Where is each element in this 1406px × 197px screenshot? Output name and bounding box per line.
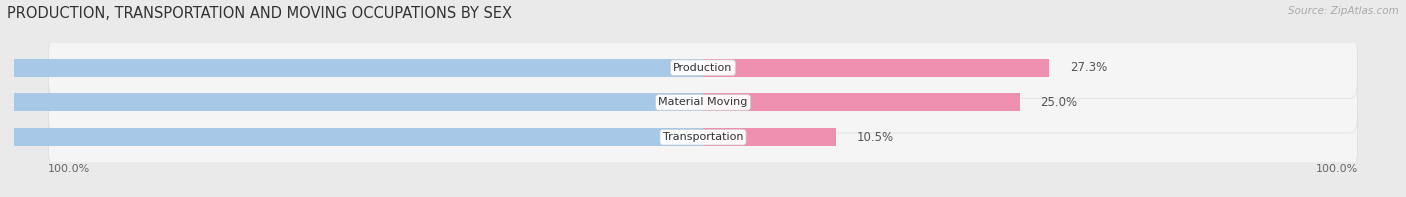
Text: PRODUCTION, TRANSPORTATION AND MOVING OCCUPATIONS BY SEX: PRODUCTION, TRANSPORTATION AND MOVING OC…	[7, 6, 512, 21]
Text: 10.5%: 10.5%	[856, 131, 894, 144]
Bar	[0, 128, 703, 146]
Bar	[0, 93, 703, 112]
Bar	[703, 128, 837, 146]
Text: 27.3%: 27.3%	[1070, 61, 1107, 74]
Text: Production: Production	[673, 63, 733, 73]
Text: 25.0%: 25.0%	[1040, 96, 1078, 109]
FancyBboxPatch shape	[48, 72, 1358, 133]
Bar	[703, 93, 1019, 112]
Text: Material Moving: Material Moving	[658, 98, 748, 107]
Bar	[703, 59, 1049, 77]
Text: Transportation: Transportation	[662, 132, 744, 142]
Text: Source: ZipAtlas.com: Source: ZipAtlas.com	[1288, 6, 1399, 16]
FancyBboxPatch shape	[48, 37, 1358, 98]
FancyBboxPatch shape	[48, 107, 1358, 168]
Bar	[0, 59, 703, 77]
